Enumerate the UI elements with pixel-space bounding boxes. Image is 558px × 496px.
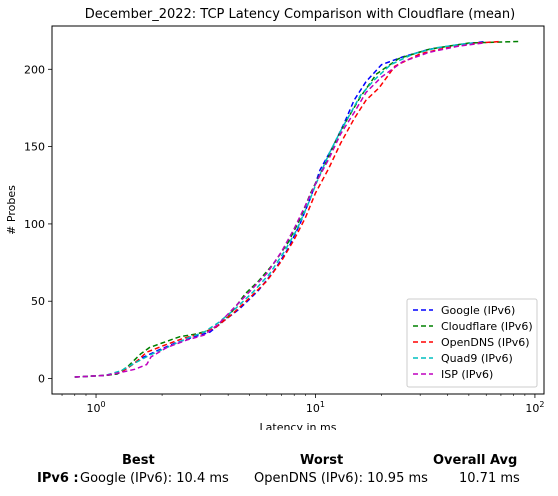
- series-line-4: [74, 42, 484, 378]
- legend-label: Quad9 (IPv6): [441, 352, 513, 365]
- series-layer: [74, 40, 520, 378]
- series-line-3: [74, 42, 473, 378]
- x-tick-label: 101: [306, 400, 325, 415]
- y-tick-label: 0: [38, 373, 45, 386]
- overall-avg-value: 10.71 ms: [459, 471, 520, 486]
- x-tick-label: 100: [86, 400, 105, 415]
- legend-label: Cloudflare (IPv6): [441, 320, 533, 333]
- y-tick-label: 200: [24, 63, 45, 76]
- y-tick-label: 150: [24, 141, 45, 154]
- best-header: Best: [122, 453, 155, 468]
- axis-layer: 100 101 102 0 50 100 150 200: [24, 63, 544, 415]
- overall-avg-header: Overall Avg: [433, 453, 518, 468]
- summary-table: Best Worst Overall Avg IPv6 : Google (IP…: [0, 448, 558, 496]
- chart-title: December_2022: TCP Latency Comparison wi…: [85, 7, 515, 22]
- x-axis-label: Latency in ms: [260, 421, 337, 430]
- legend: Google (IPv6) Cloudflare (IPv6) OpenDNS (I…: [406, 298, 538, 388]
- series-line-1: [74, 40, 520, 378]
- y-tick-label: 50: [31, 295, 45, 308]
- best-value: Google (IPv6): 10.4 ms: [80, 471, 229, 486]
- y-tick-label: 100: [24, 218, 45, 231]
- legend-box: [406, 298, 538, 388]
- worst-value: OpenDNS (IPv6): 10.95 ms: [254, 471, 428, 486]
- row-label: IPv6 :: [37, 471, 79, 486]
- x-tick-label: 102: [525, 400, 544, 415]
- series-line-0: [74, 40, 487, 378]
- series-line-2: [74, 40, 501, 378]
- y-axis-label: # Probes: [5, 185, 18, 235]
- legend-label: OpenDNS (IPv6): [441, 336, 530, 349]
- latency-chart: December_2022: TCP Latency Comparison wi…: [5, 7, 545, 430]
- worst-header: Worst: [300, 453, 344, 468]
- legend-label: Google (IPv6): [441, 304, 515, 317]
- legend-label: ISP (IPv6): [441, 368, 493, 381]
